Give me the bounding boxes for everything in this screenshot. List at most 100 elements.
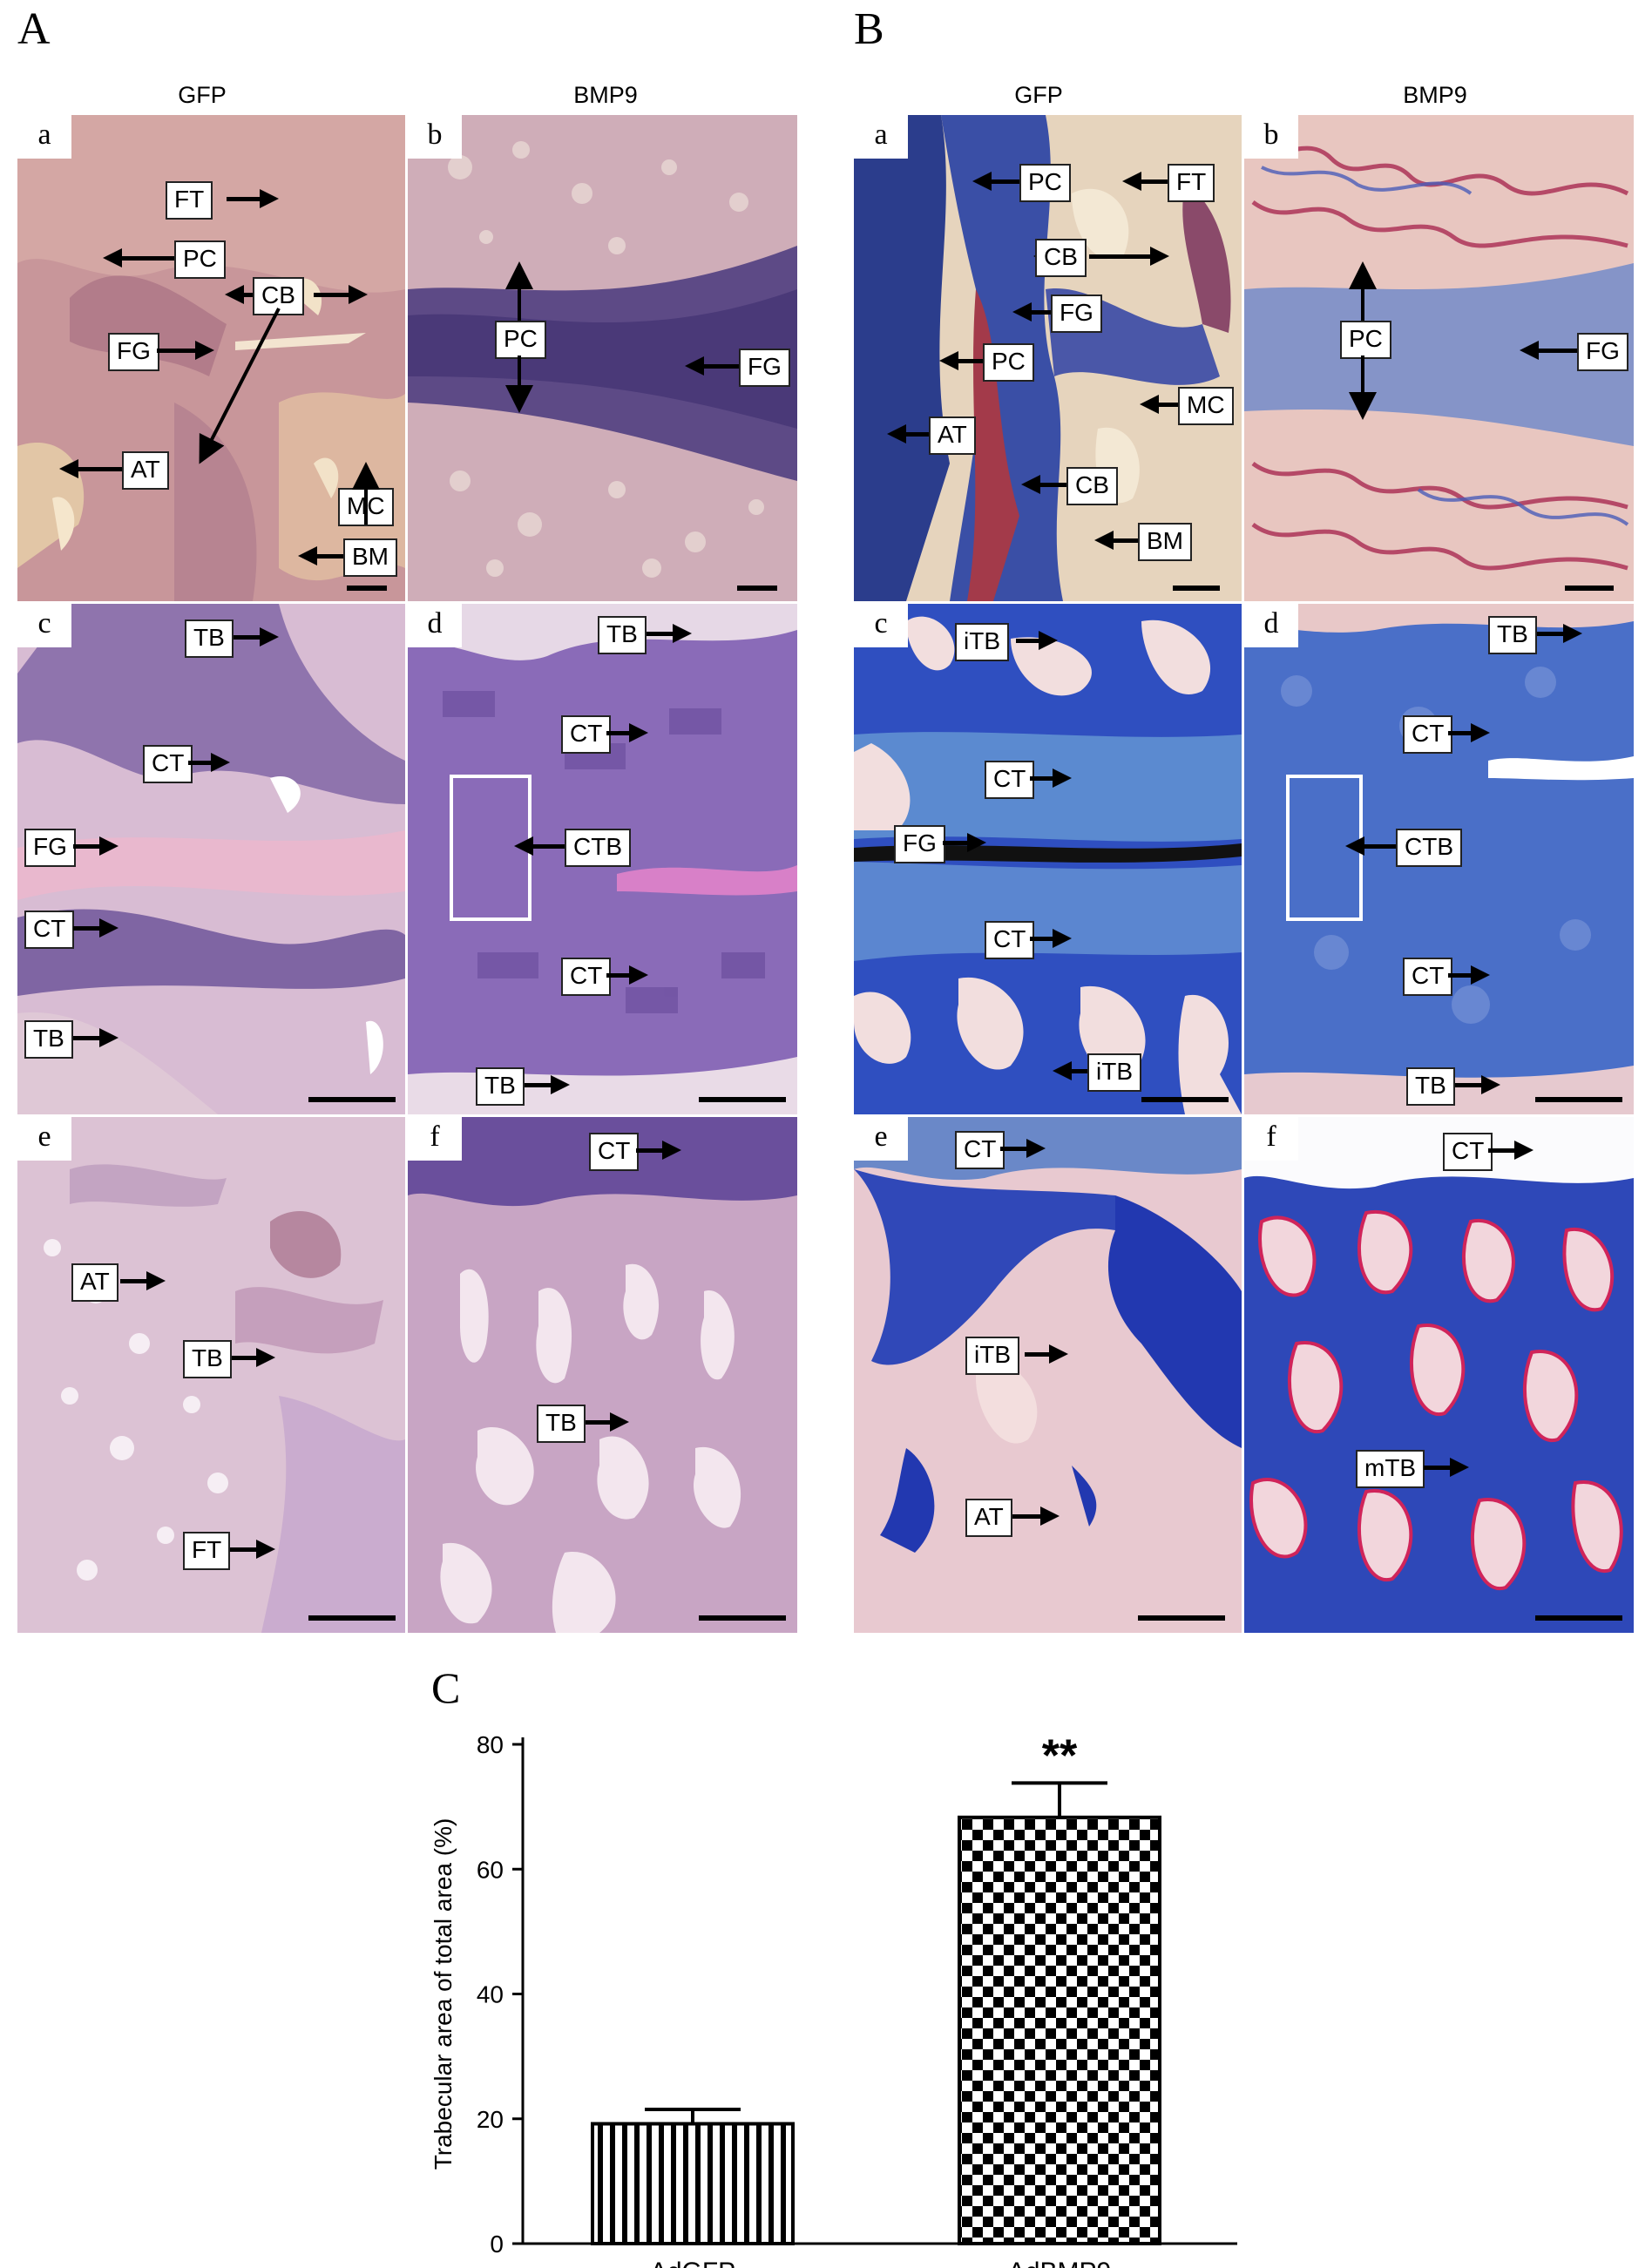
annotation-label-ft: FT <box>1168 164 1215 202</box>
annotation-label-ct: CT <box>1443 1133 1493 1171</box>
annotation-label-tb: TB <box>1406 1067 1455 1106</box>
scale-bar <box>1138 1615 1225 1621</box>
micrograph-a-bmp9-overview: b PC FG <box>408 115 797 601</box>
scale-bar <box>308 1615 396 1621</box>
annotation-label-mtb: mTB <box>1356 1450 1425 1488</box>
micrograph-a-gfp-cartilage: c TB CT FG CT TB <box>17 604 405 1114</box>
annotation-label-ct: CT <box>985 761 1035 799</box>
annotation-label-pc: PC <box>1019 164 1071 202</box>
annotation-label-cb: CB <box>1066 467 1118 505</box>
annotation-label-fg: FG <box>1051 295 1102 333</box>
annotation-label-mc: MC <box>1178 387 1234 425</box>
annotation-label-pc: PC <box>174 240 226 279</box>
annotation-label-bm: BM <box>343 538 397 577</box>
y-tick-label: 60 <box>477 1856 504 1883</box>
micrograph-a-bmp9-trabecular: f CT TB <box>408 1117 797 1633</box>
annotation-label-tb: TB <box>476 1067 525 1106</box>
section-letter-b: B <box>854 4 884 54</box>
annotation-label-tb: TB <box>598 616 647 654</box>
annotation-label-ct: CT <box>24 911 75 949</box>
annotation-label-ft: FT <box>166 181 213 220</box>
annotation-label-ctb: CTB <box>1396 829 1462 867</box>
annotation-label-ft: FT <box>183 1532 231 1570</box>
scale-bar <box>699 1615 786 1621</box>
column-head-a-gfp: GFP <box>178 82 227 108</box>
scale-bar <box>699 1097 786 1102</box>
vertical-double-arrow <box>505 261 533 413</box>
x-category-label: AdGFP <box>650 2258 735 2268</box>
x-category-label: AdBMP9 <box>1008 2258 1111 2268</box>
annotation-label-pc: PC <box>1340 321 1391 359</box>
scale-bar <box>1141 1097 1229 1102</box>
micrograph-b-gfp-cartilage: c iTB CT FG CT iTB <box>854 604 1242 1114</box>
scale-bar <box>1565 586 1614 591</box>
annotation-label-itb: iTB <box>955 623 1009 661</box>
section-letter-a: A <box>17 4 51 54</box>
scale-bar <box>1173 586 1220 591</box>
y-tick-label: 40 <box>477 1981 504 2008</box>
panel-letter: e <box>854 1117 908 1161</box>
annotation-label-itb: iTB <box>965 1337 1019 1375</box>
section-letter-c: C <box>431 1663 461 1712</box>
scale-bar <box>308 1097 396 1102</box>
diagonal-arrow <box>199 308 380 525</box>
scale-bar <box>1535 1615 1622 1621</box>
y-axis-label: Trabecular area of total area (%) <box>430 1818 457 2170</box>
micrograph-a-bmp9-cartilage: d TB CT CTB CT TB <box>408 604 797 1114</box>
panel-letter: d <box>1244 604 1298 647</box>
micrograph-b-bmp9-trabecular: f CT mTB <box>1244 1117 1634 1633</box>
panel-letter: f <box>1244 1117 1298 1161</box>
micrograph-a-gfp-overview: a FT PC CB FG AT MC BM <box>17 115 405 601</box>
panel-letter: d <box>408 604 462 647</box>
bar-adgfp <box>591 2122 795 2245</box>
micrograph-b-gfp-overview: a PC FT CB FG PC MC AT CB BM <box>854 115 1242 601</box>
panel-letter: f <box>408 1117 462 1161</box>
annotation-label-ct: CT <box>561 715 612 754</box>
annotation-label-ct: CT <box>1403 958 1453 996</box>
column-head-a-bmp9: BMP9 <box>573 82 638 108</box>
scale-bar <box>737 586 777 591</box>
panel-letter: c <box>854 604 908 647</box>
y-tick-label: 0 <box>490 2231 504 2258</box>
annotation-label-itb: iTB <box>1087 1053 1141 1092</box>
annotation-label-bm: BM <box>1138 523 1192 561</box>
annotation-label-pc: PC <box>983 343 1034 382</box>
annotation-label-fg: FG <box>1577 333 1628 371</box>
annotation-label-ctb: CTB <box>565 829 631 867</box>
panel-letter: b <box>408 115 462 159</box>
panel-letter: c <box>17 604 71 647</box>
vertical-double-arrow <box>1349 261 1377 420</box>
column-head-b-bmp9: BMP9 <box>1403 82 1467 108</box>
annotation-label-at: AT <box>929 416 976 455</box>
y-tick-label: 80 <box>477 1731 504 1758</box>
micrograph-a-gfp-trabecular: e AT TB FT <box>17 1117 405 1633</box>
scale-bar <box>1535 1097 1622 1102</box>
annotation-label-fg: FG <box>739 349 790 387</box>
significance-marker: ** <box>1042 1730 1078 1781</box>
annotation-label-pc: PC <box>495 321 546 359</box>
bar-adbmp9 <box>958 1815 1161 2246</box>
micrograph-b-bmp9-overview: b PC FG <box>1244 115 1634 601</box>
annotation-label-at: AT <box>71 1263 118 1302</box>
annotation-label-tb: TB <box>24 1020 73 1059</box>
annotation-label-ct: CT <box>985 921 1035 959</box>
annotation-label-tb: TB <box>537 1405 586 1443</box>
panel-letter: a <box>17 115 71 159</box>
scale-bar <box>347 586 387 591</box>
annotation-label-tb: TB <box>1488 616 1537 654</box>
annotation-label-fg: FG <box>24 829 76 867</box>
micrograph-b-bmp9-cartilage: d TB CT CTB CT TB <box>1244 604 1634 1114</box>
annotation-label-ct: CT <box>589 1133 640 1171</box>
panel-letter: b <box>1244 115 1298 159</box>
annotation-label-tb: TB <box>183 1340 232 1378</box>
panel-letter: e <box>17 1117 71 1161</box>
micrograph-b-gfp-trabecular: e CT iTB AT <box>854 1117 1242 1633</box>
panel-letter: a <box>854 115 908 159</box>
annotation-label-at: AT <box>965 1499 1012 1537</box>
annotation-label-fg: FG <box>108 333 159 371</box>
annotation-label-tb: TB <box>185 619 234 658</box>
y-tick-label: 20 <box>477 2106 504 2133</box>
annotation-label-cb: CB <box>1035 239 1087 277</box>
annotation-label-at: AT <box>122 451 169 490</box>
